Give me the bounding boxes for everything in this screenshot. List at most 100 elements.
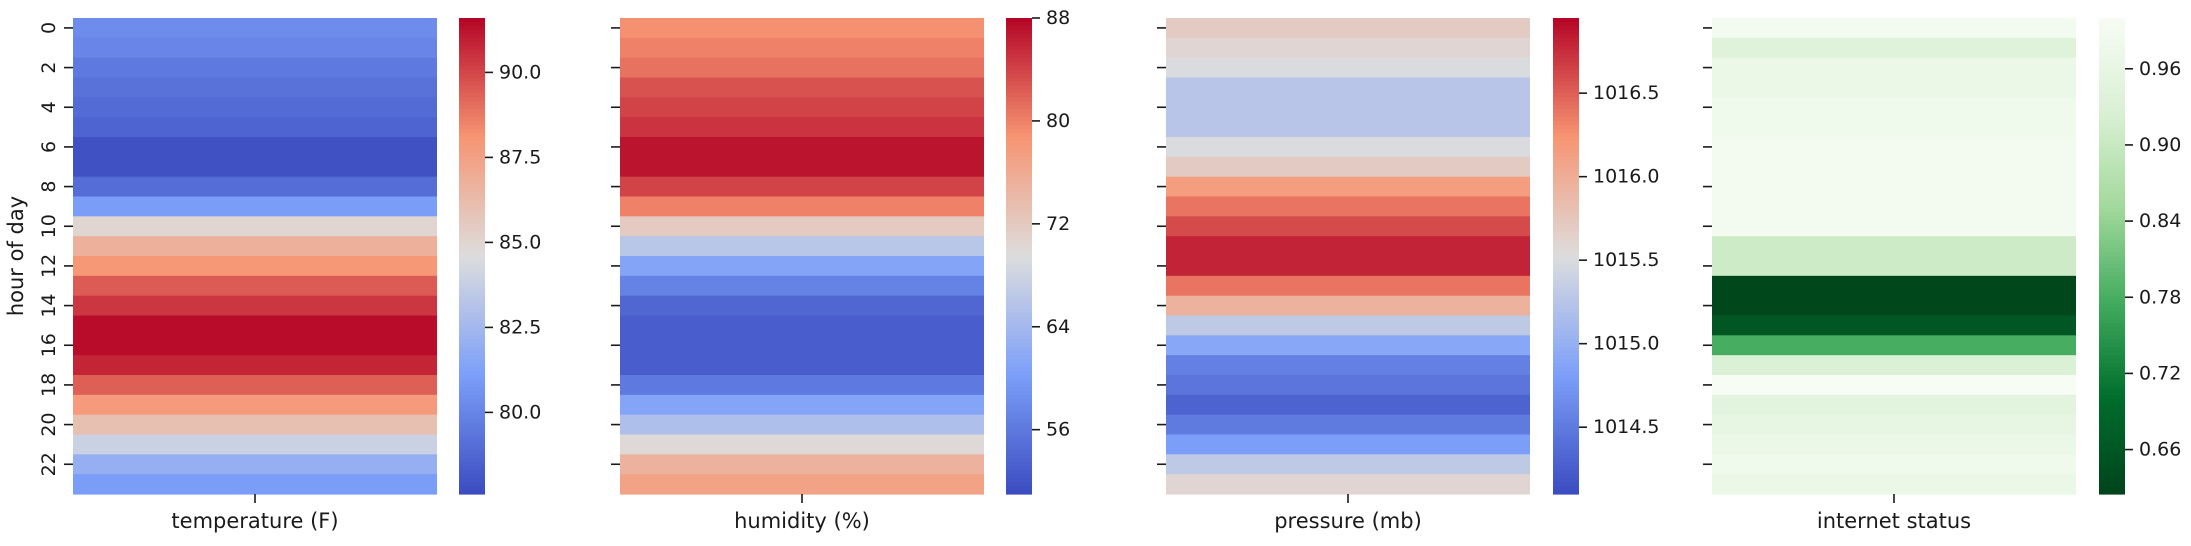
heatmap-cell (1712, 236, 2076, 257)
colorbar-segment (1553, 291, 1579, 297)
colorbar-segment (2099, 339, 2125, 344)
colorbar-segment (459, 486, 485, 491)
heatmap-cell (73, 97, 437, 118)
colorbar-tick-label: 0.72 (2139, 362, 2181, 384)
colorbar-segment (2099, 398, 2125, 404)
heatmap-cell (1166, 275, 1530, 297)
colorbar-segment (1553, 65, 1579, 71)
colorbar-segment (2099, 466, 2125, 471)
colorbar-segment (1006, 402, 1032, 408)
colorbar-segment (2099, 144, 2125, 150)
colorbar-segment (1553, 220, 1579, 225)
colorbar-segment (2099, 129, 2125, 134)
colorbar-segment (459, 172, 485, 178)
colorbar-segment (459, 192, 485, 198)
colorbar-segment (1006, 180, 1032, 186)
colorbar-segment (2099, 259, 2125, 265)
colorbar-segment (2099, 454, 2125, 459)
colorbar-segment (459, 121, 485, 126)
colorbar-segment (1553, 295, 1579, 301)
heatmap-cell (73, 375, 437, 396)
colorbar-segment (2099, 133, 2125, 138)
colorbar-segment (2099, 303, 2125, 309)
colorbar-segment (459, 164, 485, 170)
colorbar-segment (1006, 267, 1032, 273)
colorbar-segment (459, 160, 485, 166)
colorbar-tick-label: 56 (1046, 419, 1070, 441)
colorbar-segment (1006, 442, 1032, 447)
colorbar-segment (1006, 446, 1032, 451)
colorbar-segment (1553, 394, 1579, 400)
heatmap-cell (73, 474, 437, 495)
colorbar-tick-label: 90.0 (499, 61, 541, 83)
colorbar-segment (459, 37, 485, 43)
heatmap-cell (1166, 77, 1530, 98)
colorbar-segment (459, 85, 485, 90)
colorbar-segment (1553, 244, 1579, 249)
colorbar-segment (1553, 212, 1579, 217)
colorbar-segment (1553, 93, 1579, 98)
colorbar-segment (2099, 18, 2125, 23)
colorbar-segment (2099, 176, 2125, 182)
colorbar-segment (459, 252, 485, 257)
heatmap-cell (1712, 156, 2076, 178)
colorbar-segment (2099, 244, 2125, 249)
colorbar-segment (459, 256, 485, 261)
colorbar-segment (1006, 144, 1032, 150)
heatmap-cell (1712, 196, 2076, 217)
heatmap-cell (1166, 454, 1530, 475)
colorbar-segment (1006, 232, 1032, 237)
colorbar-segment (2099, 57, 2125, 63)
colorbar-segment (1553, 256, 1579, 261)
heatmap-panel-4: internet status 0.66 0.72 0.78 0.84 0.90 0.96 (1703, 18, 2181, 533)
heatmap-cell (73, 137, 437, 158)
colorbar-segment (459, 137, 485, 142)
colorbar-segment (2099, 367, 2125, 372)
colorbar-segment (1553, 375, 1579, 380)
colorbar-segment (1553, 430, 1579, 436)
colorbar-segment (1006, 375, 1032, 380)
colorbar-segment (1006, 244, 1032, 249)
colorbar-segment (459, 129, 485, 134)
colorbar-segment (2099, 21, 2125, 27)
colorbar-tick-label: 80 (1046, 110, 1070, 132)
colorbar-segment (1006, 89, 1032, 94)
colorbar-segment (1006, 331, 1032, 336)
heatmap-cell (1166, 256, 1530, 277)
colorbar-segment (2099, 335, 2125, 340)
colorbar-segment (1006, 192, 1032, 198)
colorbar-segment (459, 355, 485, 360)
colorbar-segment (1553, 450, 1579, 455)
colorbar-segment (1006, 382, 1032, 388)
colorbar-segment (1553, 442, 1579, 447)
colorbar-segment (459, 93, 485, 98)
colorbar-segment (1553, 140, 1579, 146)
colorbar-segment (1553, 160, 1579, 166)
colorbar-segment (1006, 426, 1032, 432)
colorbar-segment (1006, 220, 1032, 225)
colorbar-segment (2099, 474, 2125, 479)
colorbar-segment (459, 378, 485, 384)
heatmap-cell (73, 57, 437, 79)
colorbar-segment (1006, 252, 1032, 257)
colorbar-segment (459, 133, 485, 138)
colorbar-segment (2099, 152, 2125, 158)
colorbar-segment (1553, 402, 1579, 408)
heatmap-cell (620, 57, 984, 79)
y-tick-label: 20 (38, 412, 60, 436)
colorbar-segment (459, 113, 485, 118)
colorbar-segment (2099, 160, 2125, 166)
colorbar-segment (1553, 168, 1579, 174)
colorbar-segment (459, 53, 485, 59)
colorbar-segment (2099, 394, 2125, 400)
colorbar-segment (459, 45, 485, 51)
colorbar-segment (1006, 450, 1032, 455)
colorbar-segment (2099, 311, 2125, 317)
colorbar-segment (1553, 164, 1579, 170)
colorbar-segment (1553, 224, 1579, 229)
colorbar-segment (1006, 371, 1032, 376)
colorbar-segment (459, 29, 485, 35)
colorbar-segment (1553, 180, 1579, 186)
heatmap-cell (1166, 375, 1530, 396)
colorbar-segment (459, 331, 485, 336)
